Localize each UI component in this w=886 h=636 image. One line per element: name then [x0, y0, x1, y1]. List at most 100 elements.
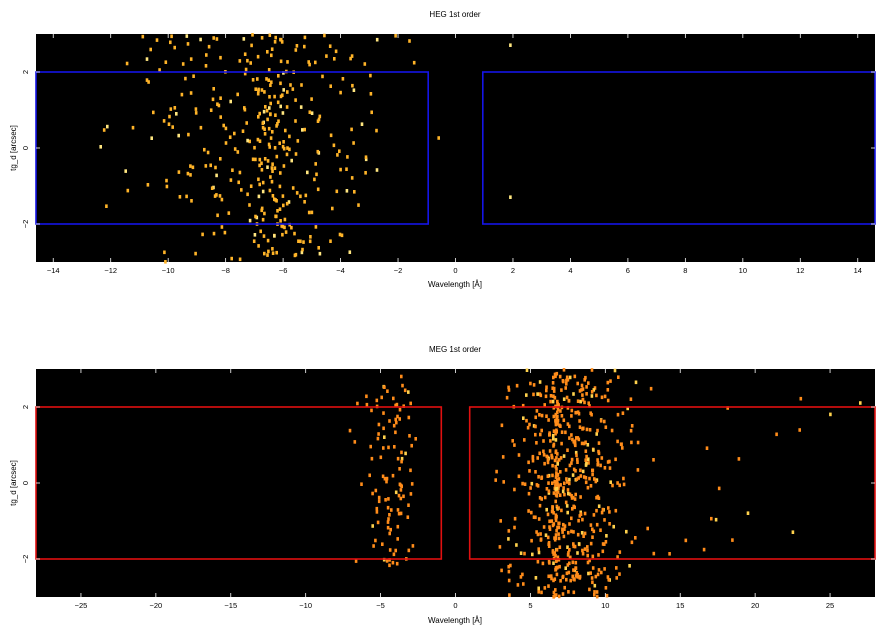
- event-pixel: [146, 183, 150, 187]
- event-pixel: [580, 441, 584, 446]
- event-pixel: [746, 511, 750, 515]
- event-pixel: [571, 473, 575, 477]
- event-pixel: [350, 54, 354, 58]
- event-pixel: [605, 593, 609, 598]
- event-pixel: [556, 490, 560, 494]
- event-pixel: [276, 122, 279, 126]
- event-pixel: [164, 260, 167, 264]
- event-pixel: [596, 572, 600, 577]
- event-pixel: [260, 161, 263, 166]
- event-pixel: [616, 439, 619, 444]
- event-pixel: [267, 126, 271, 131]
- event-pixel: [399, 488, 403, 492]
- event-pixel: [609, 480, 612, 484]
- event-pixel: [365, 402, 369, 407]
- event-pixel: [258, 157, 262, 162]
- event-pixel: [566, 378, 570, 382]
- event-pixel: [565, 480, 569, 484]
- event-pixel: [630, 440, 633, 445]
- event-pixel: [261, 125, 265, 130]
- event-pixel: [243, 52, 247, 56]
- event-pixel: [301, 247, 304, 252]
- event-pixel: [523, 438, 526, 442]
- event-pixel: [169, 40, 172, 45]
- event-pixel: [610, 428, 614, 433]
- event-pixel: [547, 574, 550, 579]
- event-pixel: [595, 393, 598, 398]
- event-pixel: [581, 397, 585, 402]
- event-pixel: [705, 446, 709, 450]
- event-pixel: [599, 419, 603, 423]
- event-pixel: [165, 178, 168, 183]
- event-pixel: [279, 94, 283, 99]
- event-pixel: [622, 476, 625, 481]
- event-pixel: [534, 576, 538, 580]
- event-pixel: [570, 457, 574, 462]
- event-pixel: [194, 251, 197, 256]
- event-pixel: [399, 511, 403, 516]
- event-pixel: [553, 538, 557, 542]
- event-pixel: [500, 423, 504, 428]
- event-pixel: [594, 479, 598, 484]
- event-pixel: [556, 460, 559, 464]
- event-pixel: [318, 114, 322, 119]
- event-pixel: [536, 532, 540, 537]
- event-pixel: [400, 450, 403, 455]
- event-pixel: [611, 483, 614, 488]
- event-pixel: [402, 494, 405, 499]
- event-pixel: [579, 468, 582, 473]
- event-pixel: [556, 399, 559, 404]
- event-pixel: [566, 563, 570, 567]
- event-pixel: [253, 145, 256, 150]
- event-pixel: [519, 551, 523, 555]
- event-pixel: [168, 114, 171, 119]
- event-pixel: [622, 482, 626, 487]
- event-pixel: [257, 244, 260, 248]
- event-pixel: [167, 122, 171, 126]
- event-pixel: [295, 44, 299, 48]
- event-pixel: [581, 551, 585, 556]
- event-pixel: [596, 461, 600, 465]
- event-pixel: [542, 525, 546, 529]
- event-pixel: [615, 576, 618, 580]
- event-pixel: [564, 500, 568, 505]
- x-tick-label: −2: [394, 266, 403, 275]
- event-pixel: [556, 555, 560, 560]
- event-pixel: [394, 490, 398, 495]
- event-pixel: [585, 392, 588, 396]
- event-pixel: [519, 575, 523, 579]
- event-pixel: [403, 388, 407, 393]
- event-pixel: [523, 551, 526, 556]
- event-pixel: [591, 535, 594, 539]
- event-pixel: [572, 467, 576, 472]
- event-pixel: [584, 449, 588, 453]
- event-pixel: [231, 168, 234, 172]
- event-pixel: [548, 519, 551, 524]
- event-pixel: [558, 564, 561, 569]
- event-pixel: [357, 203, 360, 207]
- event-pixel: [550, 509, 554, 514]
- event-pixel: [149, 47, 152, 52]
- event-pixel: [561, 527, 564, 532]
- event-pixel: [410, 443, 413, 448]
- event-pixel: [551, 550, 555, 554]
- event-pixel: [543, 495, 547, 500]
- event-pixel: [799, 396, 803, 401]
- event-pixel: [546, 535, 550, 540]
- event-pixel: [580, 531, 584, 535]
- event-pixel: [350, 176, 354, 180]
- event-pixel: [568, 481, 571, 486]
- event-pixel: [282, 164, 286, 168]
- event-pixel: [599, 463, 602, 468]
- event-pixel: [551, 481, 554, 485]
- event-pixel: [549, 394, 553, 398]
- event-pixel: [621, 411, 625, 415]
- event-pixel: [310, 111, 314, 115]
- event-pixel: [714, 517, 718, 522]
- event-pixel: [539, 393, 543, 398]
- event-pixel: [563, 524, 567, 528]
- event-pixel: [547, 489, 551, 493]
- event-pixel: [386, 520, 390, 524]
- event-pixel: [545, 385, 548, 389]
- event-pixel: [538, 451, 541, 456]
